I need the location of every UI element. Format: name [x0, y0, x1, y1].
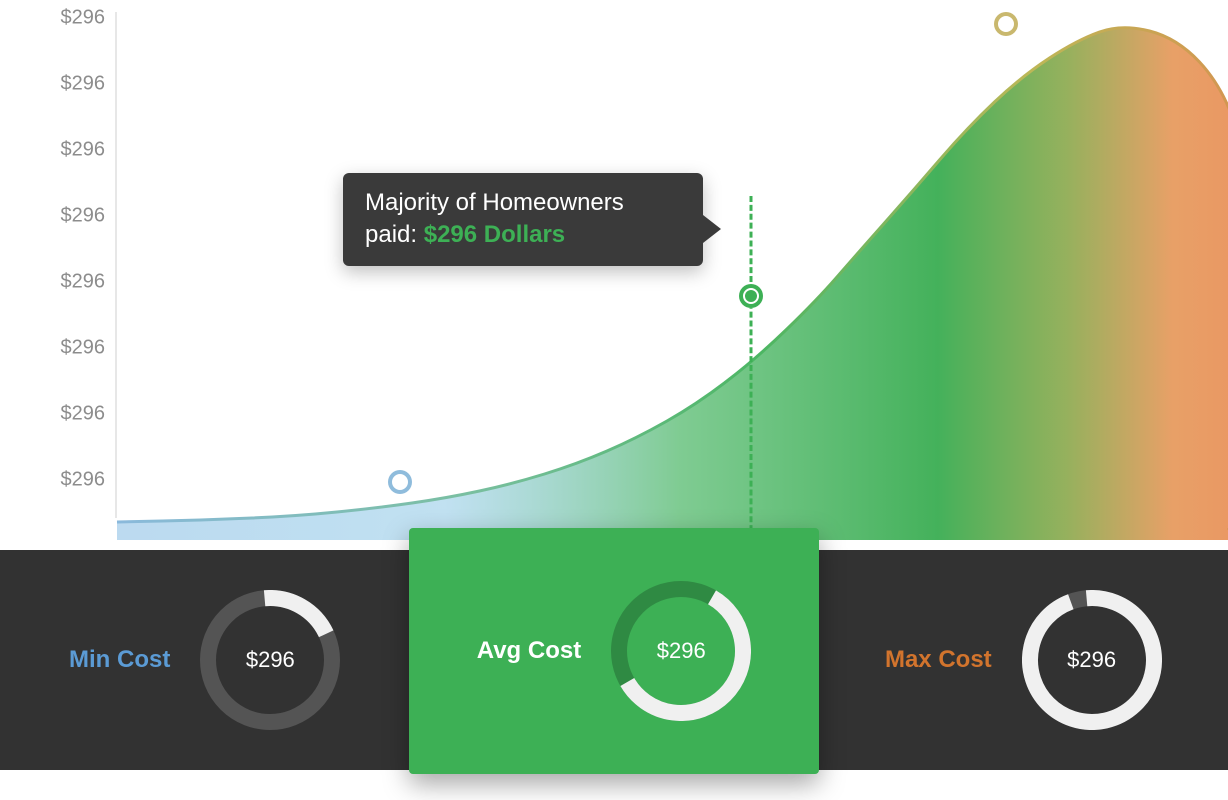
- min-cost-donut: $296: [200, 590, 340, 730]
- max-marker: [994, 12, 1018, 36]
- max-cost-card[interactable]: Max Cost $296: [819, 550, 1228, 770]
- cost-distribution-chart: $296 $296 $296 $296 $296 $296 $296 $296 Majorit…: [0, 0, 1228, 550]
- min-marker: [388, 470, 412, 494]
- tooltip-prefix: paid:: [365, 221, 424, 248]
- avg-cost-label: Avg Cost: [477, 637, 581, 665]
- avg-cost-donut: $296: [611, 581, 751, 721]
- max-cost-donut: $296: [1022, 590, 1162, 730]
- max-cost-value: $296: [1022, 590, 1162, 730]
- avg-cost-value: $296: [611, 581, 751, 721]
- tooltip-line2: paid: $296 Dollars: [365, 219, 681, 251]
- min-cost-value: $296: [200, 590, 340, 730]
- y-axis-label: $296: [61, 73, 106, 96]
- y-axis-label: $296: [61, 337, 106, 360]
- max-cost-label: Max Cost: [885, 646, 992, 674]
- min-cost-card[interactable]: Min Cost $296: [0, 550, 409, 770]
- y-axis: $296 $296 $296 $296 $296 $296 $296 $296: [0, 0, 115, 520]
- tooltip-arrow-icon: [703, 215, 721, 243]
- avg-marker: [739, 284, 763, 308]
- tooltip-amount: $296 Dollars: [424, 221, 565, 248]
- min-cost-label: Min Cost: [69, 646, 170, 674]
- avg-marker-line: [750, 196, 753, 540]
- y-axis-label: $296: [61, 7, 106, 30]
- y-axis-label: $296: [61, 205, 106, 228]
- y-axis-label: $296: [61, 271, 106, 294]
- y-axis-label: $296: [61, 403, 106, 426]
- cost-summary-cards: Min Cost $296 Avg Cost $296 Max Cost $296: [0, 550, 1228, 770]
- y-axis-line: [115, 12, 117, 518]
- tooltip-line1: Majority of Homeowners: [365, 187, 681, 219]
- avg-cost-card[interactable]: Avg Cost $296: [409, 528, 818, 774]
- y-axis-label: $296: [61, 139, 106, 162]
- y-axis-label: $296: [61, 469, 106, 492]
- avg-tooltip: Majority of Homeowners paid: $296 Dollar…: [343, 173, 703, 266]
- area-plot: [0, 0, 1228, 550]
